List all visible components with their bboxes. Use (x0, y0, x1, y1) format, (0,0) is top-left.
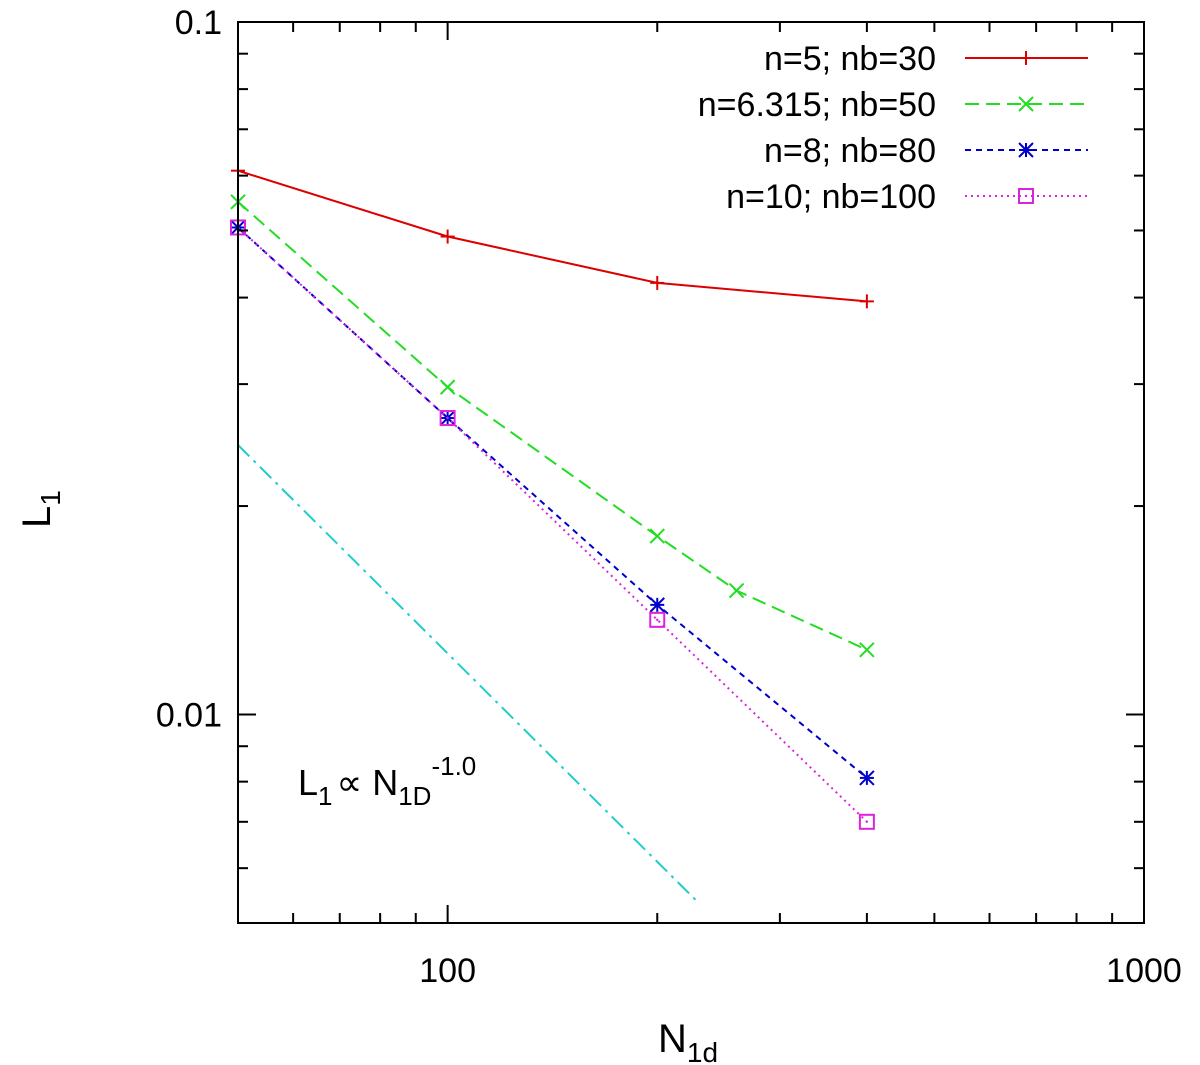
marker (1018, 142, 1034, 158)
series-1 (231, 163, 874, 309)
y-tick-label: 0.01 (156, 697, 222, 735)
marker-dot (1024, 194, 1028, 198)
marker (859, 642, 875, 658)
series-line (237, 226, 868, 779)
legend-label: n=6.315; nb=50 (698, 86, 936, 124)
marker-dot (446, 416, 449, 420)
marker-dot (656, 618, 659, 622)
series-4 (230, 219, 875, 830)
legend-label: n=10; nb=100 (726, 178, 936, 216)
series-3 (230, 219, 875, 786)
marker (649, 528, 665, 544)
series-2 (230, 194, 875, 658)
legend: n=5; nb=30 n=6.315; nb=50 n=8; nb=80 n=10; … (698, 40, 1088, 216)
series-line (237, 226, 868, 823)
series-line (237, 169, 867, 303)
x-tick-label: 100 (419, 952, 476, 990)
marker (1018, 188, 1034, 204)
y-tick-label: 0.1 (175, 4, 222, 42)
marker-dot (865, 820, 869, 824)
reference-line (237, 444, 701, 905)
marker (649, 597, 665, 613)
marker (859, 770, 875, 786)
legend-label: n=5; nb=30 (764, 40, 936, 78)
marker (649, 611, 666, 628)
plot-frame (237, 21, 1145, 924)
x-axis-label: N1d (658, 1017, 718, 1065)
axis-ticks: 100 1000 0.01 0.1 (156, 4, 1182, 990)
x-tick-label: 1000 (1106, 952, 1182, 990)
series-line (237, 201, 868, 651)
marker (858, 813, 875, 830)
fit-annotation: L1 ∝ N1D-1.0 (298, 751, 476, 811)
marker (728, 582, 745, 599)
legend-label: n=8; nb=80 (764, 132, 936, 170)
y-axis-label: L1 (15, 490, 66, 528)
marker (439, 379, 456, 395)
marker (439, 410, 456, 427)
marker (1018, 96, 1034, 112)
